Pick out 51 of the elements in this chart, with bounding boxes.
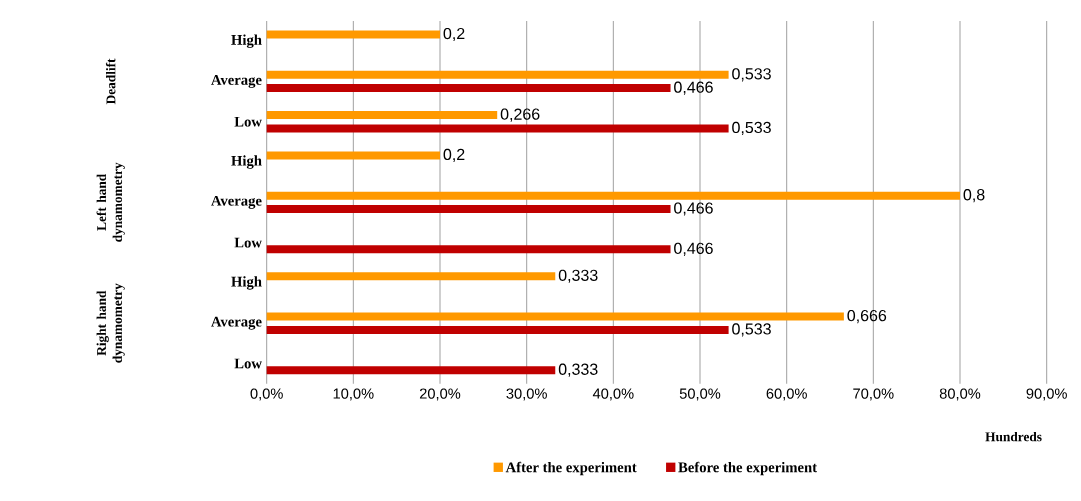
y-tick-label: Low [234, 358, 262, 369]
x-tick-label: 50,0% [679, 388, 721, 401]
y-tick-label: High [231, 34, 262, 48]
data-label: 0,666 [847, 309, 887, 324]
data-label: 0,266 [500, 108, 540, 122]
bar [266, 151, 440, 160]
bar [266, 205, 671, 214]
y-tick-label: High [231, 276, 262, 290]
text: Deadlift [105, 58, 116, 105]
x-tick-label: 40,0% [592, 388, 634, 401]
y-tick-label: Average [211, 316, 262, 330]
x-tick-label: 60,0% [766, 388, 807, 401]
bar [266, 111, 498, 120]
data-label: 0,533 [732, 68, 771, 82]
x-tick-label: 20,0% [419, 388, 461, 401]
bar [266, 245, 671, 254]
bar [266, 70, 729, 79]
text: Right hand dynamometry [96, 283, 125, 363]
x-tick-label: 30,0% [506, 388, 547, 401]
x-tick-label: 80,0% [939, 388, 981, 401]
bar [266, 191, 960, 200]
data-label: 0,8 [963, 189, 985, 203]
y-tick-label: Low [234, 116, 262, 127]
legend-label: After the experiment [505, 461, 637, 476]
y-tick-label: Average [211, 195, 262, 209]
x-axis-title: Hundreds [985, 431, 1042, 442]
bar [266, 30, 440, 39]
bar [266, 272, 556, 281]
bar [266, 84, 671, 93]
x-tick-label: 90,0% [1026, 388, 1067, 401]
legend-label: Before the experiment [678, 461, 817, 476]
y-tick-label: Low [234, 237, 262, 248]
data-label: 0,533 [732, 121, 771, 136]
bar [266, 325, 729, 334]
data-label: 0,333 [558, 269, 598, 283]
data-label: 0,333 [558, 363, 598, 377]
bar [266, 366, 556, 375]
bar [266, 124, 729, 133]
data-label: 0,466 [674, 81, 713, 95]
data-label: 0,466 [674, 202, 713, 216]
text: Left hand dynamometry [96, 162, 125, 242]
y-tick-label: High [231, 155, 262, 169]
x-tick-label: 0,0% [250, 388, 283, 401]
data-label: 0,2 [443, 148, 465, 162]
data-label: 0,2 [443, 27, 465, 42]
data-label: 0,533 [732, 323, 771, 337]
data-label: 0,466 [674, 242, 713, 256]
bar [266, 312, 844, 321]
x-tick-label: 10,0% [333, 388, 374, 401]
y-tick-label: Average [211, 74, 262, 88]
x-tick-label: 70,0% [853, 388, 894, 401]
